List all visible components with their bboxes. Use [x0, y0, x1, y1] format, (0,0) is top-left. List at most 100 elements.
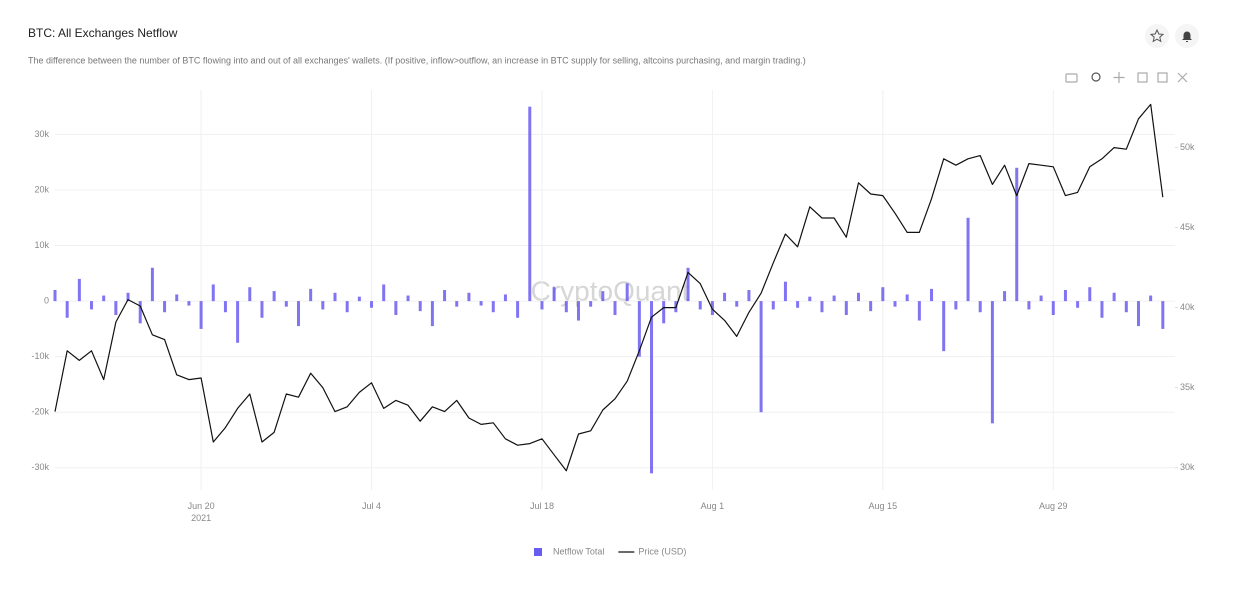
bar — [1112, 292, 1116, 302]
bar — [406, 295, 410, 302]
bar — [686, 267, 690, 302]
bar — [808, 296, 812, 302]
bar — [491, 301, 495, 313]
bar — [771, 301, 775, 310]
y-tick-label: -20k — [31, 407, 49, 417]
bar — [637, 301, 641, 357]
bar — [576, 301, 580, 321]
bar — [296, 301, 300, 327]
zoom-out-button[interactable] — [1157, 72, 1168, 83]
bar — [589, 301, 593, 307]
bar — [211, 284, 215, 302]
bar — [1161, 301, 1165, 329]
bar — [552, 287, 556, 302]
bar — [650, 301, 654, 474]
reset-button[interactable] — [1177, 72, 1188, 83]
bar — [187, 301, 191, 306]
bar — [1076, 301, 1080, 308]
x-tick-label: Aug 1 — [700, 501, 725, 511]
y2-tick-label: 45k — [1180, 222, 1195, 232]
y-tick-label: 20k — [34, 184, 49, 194]
y-tick-label: 0 — [44, 295, 49, 305]
legend-item[interactable]: Price (USD) — [618, 546, 686, 556]
bar — [394, 301, 398, 315]
bar — [905, 294, 909, 302]
bar — [832, 295, 836, 302]
bar — [844, 301, 848, 315]
bar — [65, 301, 69, 318]
bar — [114, 301, 118, 315]
bar — [917, 301, 921, 321]
bar — [1039, 295, 1043, 302]
y2-tick-label: 30k — [1180, 462, 1195, 472]
bell-icon — [1182, 31, 1192, 42]
bar — [284, 301, 288, 307]
grid — [55, 90, 1175, 490]
bar — [345, 301, 349, 313]
bar — [90, 301, 94, 310]
bar — [430, 301, 434, 327]
bar — [53, 290, 57, 302]
bar — [272, 291, 276, 302]
bar — [613, 301, 617, 315]
bar — [540, 301, 544, 310]
bar — [930, 288, 934, 302]
bar — [333, 292, 337, 302]
bar — [503, 294, 507, 302]
y2-tick-label: 40k — [1180, 302, 1195, 312]
x-tick-label: Jul 4 — [362, 501, 382, 511]
bar — [163, 301, 167, 313]
bar — [467, 292, 471, 302]
y-tick-label: 10k — [34, 240, 49, 250]
bar — [357, 296, 361, 302]
bar — [443, 290, 447, 302]
bar — [1149, 295, 1153, 302]
bar — [199, 301, 203, 329]
bar — [1136, 301, 1140, 327]
bar — [1015, 167, 1019, 302]
bar — [1051, 301, 1055, 315]
favorite-button[interactable] — [1145, 24, 1169, 48]
netflow-bars — [53, 106, 1165, 474]
zoom-button[interactable] — [1091, 72, 1101, 82]
bar — [747, 290, 751, 302]
legend-item[interactable]: Netflow Total — [534, 546, 604, 556]
bar — [236, 301, 240, 343]
bar — [881, 287, 885, 302]
bar — [260, 301, 264, 318]
bar — [869, 301, 873, 312]
bar — [150, 267, 154, 302]
bar — [564, 301, 568, 313]
bar — [370, 301, 374, 308]
bar — [321, 301, 325, 310]
chart-subtitle: The difference between the number of BTC… — [28, 55, 806, 65]
bar — [516, 301, 520, 318]
bar — [783, 281, 787, 302]
camera-button[interactable] — [1065, 73, 1078, 83]
bar — [1088, 287, 1092, 302]
pan-button[interactable] — [1113, 72, 1125, 83]
bar — [223, 301, 227, 313]
bar — [1124, 301, 1128, 313]
bar — [990, 301, 994, 424]
price-line — [54, 103, 1164, 472]
bar — [942, 301, 946, 352]
bar — [1027, 301, 1031, 310]
bar — [759, 301, 763, 413]
legend-label: Netflow Total — [553, 546, 604, 556]
bar — [309, 288, 313, 302]
x-tick-label: Aug 29 — [1038, 501, 1068, 511]
zoom-in-button[interactable] — [1137, 72, 1148, 83]
bar — [175, 294, 179, 302]
legend-swatch — [534, 548, 542, 556]
bar — [382, 284, 386, 302]
bar — [418, 301, 422, 312]
bar — [1003, 291, 1007, 302]
x-tick-label: Aug 15 — [868, 501, 898, 511]
bar — [601, 291, 605, 302]
bar — [455, 301, 459, 307]
header-buttons — [1145, 24, 1199, 48]
star-icon — [1149, 28, 1165, 43]
